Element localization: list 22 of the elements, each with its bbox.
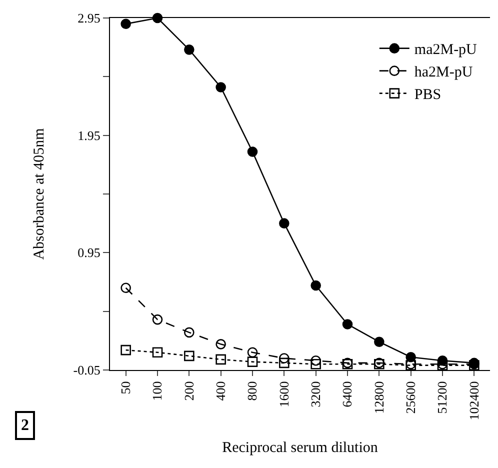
legend-label: ha2M-pU — [414, 64, 473, 81]
text: 2 — [21, 417, 29, 434]
x-tick-label: 102400 — [466, 381, 482, 420]
y-tick-label: 0.95 — [78, 245, 100, 260]
x-tick-label: 50 — [118, 381, 134, 394]
x-tick-label: 25600 — [403, 381, 418, 414]
y-tick-label: 2.95 — [78, 10, 100, 26]
legend-label: PBS — [414, 87, 442, 104]
x-tick-label: 12800 — [371, 381, 386, 414]
y-tick-label: 1.95 — [78, 128, 100, 143]
x-tick-label: 3200 — [308, 381, 324, 408]
y-tick-label: -0.05 — [73, 362, 100, 378]
x-tick-label: 100 — [150, 381, 165, 401]
x-tick-label: 6400 — [340, 381, 355, 408]
y-axis-title: Absorbance at 405nm — [32, 128, 48, 260]
x-tick-label: 1600 — [276, 381, 292, 408]
x-tick-label: 51200 — [434, 381, 450, 414]
x-axis-title: Reciprocal serum dilution — [222, 440, 378, 456]
legend-label: ma2M-pU — [414, 42, 478, 58]
x-tick-label: 800 — [244, 381, 260, 401]
x-tick-label: 200 — [181, 381, 196, 401]
x-tick-label: 400 — [213, 381, 228, 401]
